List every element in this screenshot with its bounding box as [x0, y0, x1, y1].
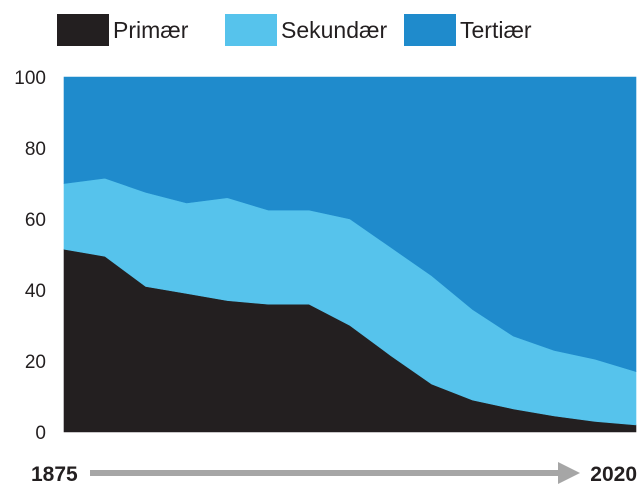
x-axis-range: 1875 2020	[31, 462, 637, 486]
legend-item-sekundaer: Sekundær	[225, 14, 387, 46]
legend-swatch-tertiaer	[404, 14, 456, 46]
legend-swatch-sekundaer	[225, 14, 277, 46]
legend-label-primaer: Primær	[113, 16, 189, 43]
x-end-label: 2020	[590, 463, 637, 486]
legend-item-tertiaer: Tertiær	[404, 14, 532, 46]
legend-item-primaer: Primær	[57, 14, 188, 46]
chart-legend: Primær Sekundær Tertiær	[0, 0, 638, 60]
y-tick-label: 0	[35, 423, 46, 444]
time-arrow-head-icon	[558, 462, 580, 484]
legend-swatch-primaer	[57, 14, 109, 46]
y-tick-label: 80	[25, 139, 46, 160]
area-tertiaer	[63, 76, 637, 373]
legend-label-sekundaer: Sekundær	[281, 16, 388, 43]
area-layers	[63, 76, 637, 433]
y-tick-label: 100	[14, 68, 46, 89]
y-tick-label: 40	[25, 281, 46, 302]
y-tick-label: 60	[25, 210, 46, 231]
legend-label-tertiaer: Tertiær	[460, 16, 532, 43]
x-start-label: 1875	[31, 463, 78, 486]
y-tick-label: 20	[25, 352, 46, 373]
y-axis-ticks: 0 20 40 60 80 100	[14, 68, 46, 444]
